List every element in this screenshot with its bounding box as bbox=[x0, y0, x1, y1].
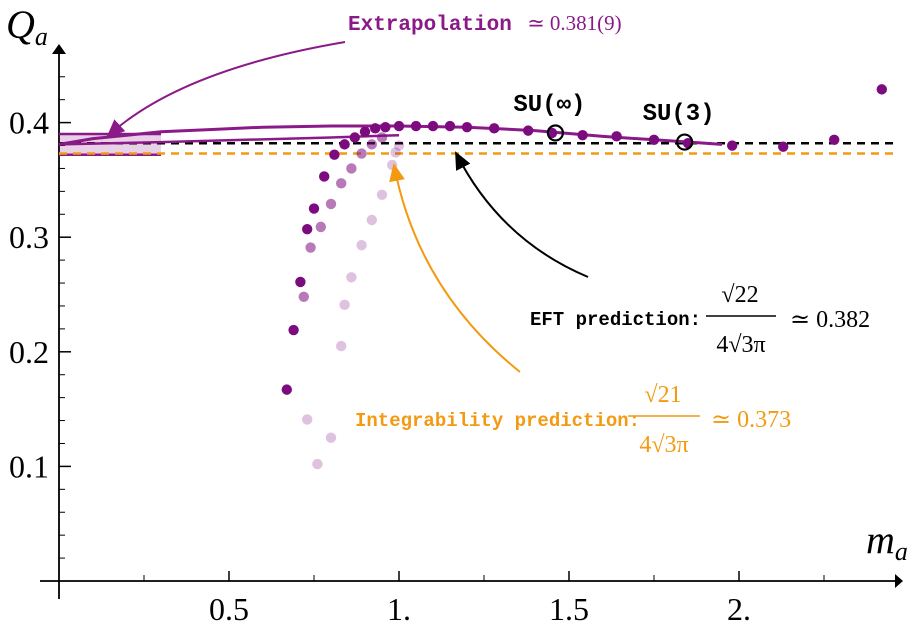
data-point bbox=[349, 132, 360, 143]
data-point bbox=[325, 198, 337, 210]
data-point bbox=[359, 126, 371, 137]
data-point bbox=[346, 163, 357, 174]
x-tick-label: 0.5 bbox=[209, 591, 249, 626]
data-point bbox=[339, 299, 350, 311]
data-point bbox=[376, 189, 388, 200]
data-point bbox=[387, 159, 398, 171]
su-marker-label: SU(∞) bbox=[513, 92, 585, 119]
su-markers: SU(∞) SU(3) bbox=[513, 92, 715, 151]
data-point bbox=[370, 123, 381, 134]
data-point bbox=[380, 121, 391, 133]
y-ticks: 0.1 0.2 0.3 0.4 bbox=[9, 76, 71, 559]
integrability-numerator: √21 bbox=[644, 382, 681, 408]
data-point bbox=[366, 139, 377, 150]
eft-numerator: √22 bbox=[721, 282, 758, 308]
data-point bbox=[461, 121, 473, 133]
data-point bbox=[315, 221, 326, 233]
eft-denominator: 4√3π bbox=[716, 332, 765, 358]
fit-curve bbox=[58, 124, 723, 146]
data-point bbox=[336, 340, 347, 352]
extrapolation-arrow bbox=[106, 41, 346, 138]
data-point bbox=[778, 141, 789, 152]
data-point bbox=[302, 414, 313, 425]
integrability-value: ≃ 0.373 bbox=[711, 407, 791, 433]
data-point bbox=[611, 131, 622, 142]
data-point bbox=[356, 240, 367, 251]
data-point bbox=[577, 130, 588, 141]
data-point bbox=[393, 140, 405, 151]
data-point bbox=[298, 291, 309, 302]
y-axis-arrow bbox=[52, 44, 66, 54]
data-point bbox=[489, 123, 500, 134]
data-point bbox=[648, 134, 660, 145]
integrability-arrow bbox=[389, 163, 521, 373]
data-point bbox=[295, 276, 306, 288]
data-point bbox=[305, 242, 316, 253]
data-point bbox=[346, 272, 357, 283]
data-point bbox=[876, 84, 887, 95]
data-point bbox=[325, 432, 337, 443]
eft-label: EFT prediction: bbox=[530, 309, 701, 331]
data-point bbox=[393, 120, 405, 132]
integrability-label: Integrability prediction: bbox=[355, 410, 640, 432]
data-point bbox=[302, 223, 313, 235]
data-point bbox=[410, 120, 422, 132]
data-point bbox=[356, 148, 367, 159]
y-tick-label: 0.3 bbox=[9, 219, 49, 255]
data-point bbox=[336, 178, 347, 189]
data-point bbox=[319, 171, 330, 182]
data-point bbox=[427, 120, 439, 132]
data-point bbox=[288, 324, 299, 336]
data-point bbox=[829, 134, 840, 145]
data-point bbox=[390, 147, 401, 158]
eft-value: ≃ 0.382 bbox=[790, 307, 870, 333]
extrapolation-annotation: Extrapolation ≃ 0.381(9) bbox=[348, 11, 622, 37]
x-tick-label: 1.5 bbox=[549, 591, 589, 626]
x-tick-label: 2. bbox=[727, 591, 751, 626]
data-point bbox=[312, 458, 323, 470]
data-point bbox=[444, 120, 456, 132]
x-axis-label: ma bbox=[866, 517, 908, 566]
y-axis-label: Qa bbox=[6, 2, 48, 51]
data-point bbox=[308, 203, 320, 214]
data-point bbox=[376, 132, 388, 143]
x-tick-label: 1. bbox=[387, 591, 411, 626]
extrapolation-value: ≃ 0.381(9) bbox=[527, 11, 622, 35]
x-ticks: 0.5 1. 1.5 2. bbox=[143, 571, 825, 626]
integrability-denominator: 4√3π bbox=[639, 432, 688, 458]
x-axis-arrow bbox=[895, 574, 903, 588]
y-tick-label: 0.1 bbox=[9, 448, 49, 484]
y-tick-label: 0.4 bbox=[9, 105, 49, 141]
eft-arrow bbox=[455, 151, 589, 278]
extrapolation-label: Extrapolation bbox=[348, 14, 512, 37]
data-point bbox=[523, 125, 534, 136]
data-point bbox=[727, 140, 738, 151]
su-marker bbox=[675, 133, 694, 151]
data-point bbox=[366, 214, 377, 226]
data-point bbox=[339, 139, 350, 150]
y-tick-label: 0.2 bbox=[9, 334, 49, 370]
su-marker bbox=[546, 124, 565, 142]
su-marker-label: SU(3) bbox=[643, 101, 715, 128]
data-point bbox=[329, 149, 340, 160]
data-point bbox=[281, 384, 292, 395]
